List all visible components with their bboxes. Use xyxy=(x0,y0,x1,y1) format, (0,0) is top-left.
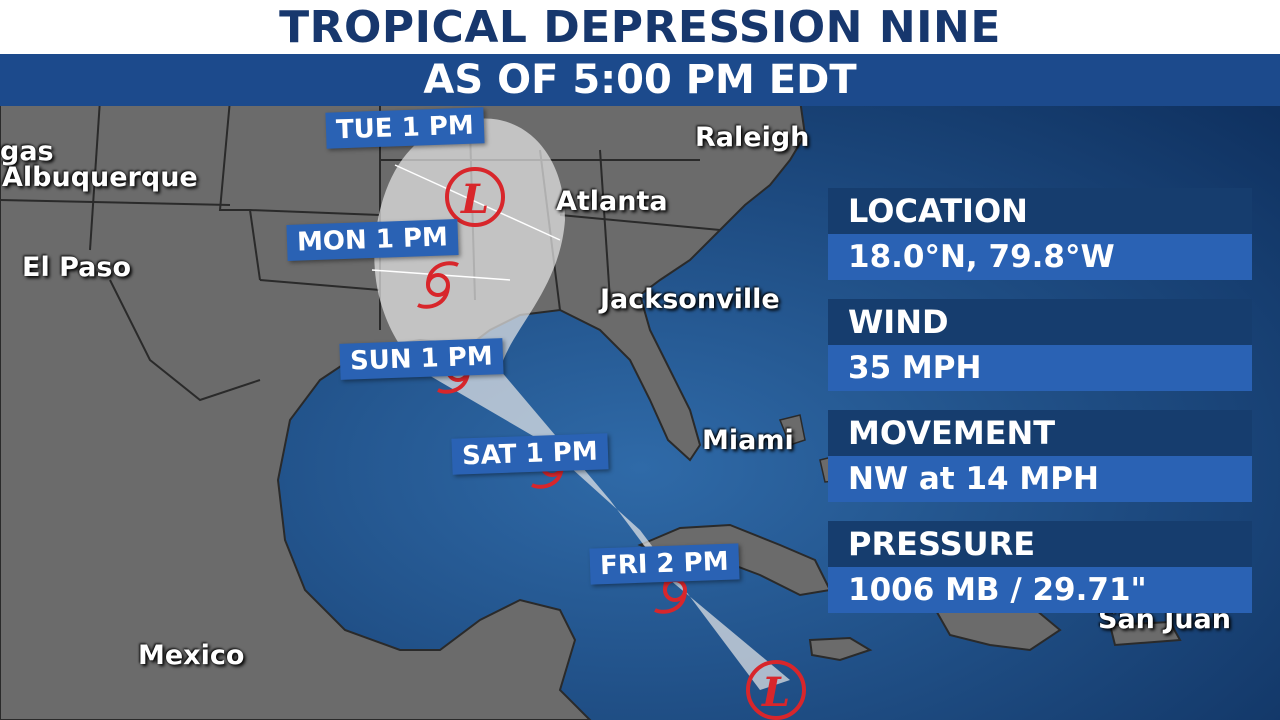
location-value: 18.0°N, 79.8°W xyxy=(828,234,1252,280)
land-jamaica xyxy=(808,636,873,662)
forecast-time-mon: MON 1 PM xyxy=(286,219,459,261)
svg-text:L: L xyxy=(761,669,790,716)
city-albuquerque: Albuquerque xyxy=(2,162,198,193)
movement-label: MOVEMENT xyxy=(828,410,1252,456)
city-vegas: gas xyxy=(0,136,54,167)
info-movement: MOVEMENT NW at 14 MPH xyxy=(828,410,1252,502)
pressure-value: 1006 MB / 29.71" xyxy=(828,567,1252,613)
wind-value: 35 MPH xyxy=(828,345,1252,391)
page-subtitle: AS OF 5:00 PM EDT xyxy=(423,57,857,103)
info-pressure: PRESSURE 1006 MB / 29.71" xyxy=(828,521,1252,613)
forecast-time-fri: FRI 2 PM xyxy=(589,543,740,585)
svg-text:L: L xyxy=(460,176,489,223)
title-bar: TROPICAL DEPRESSION NINE xyxy=(0,0,1280,54)
storm-symbol-mon xyxy=(417,261,459,309)
forecast-cone xyxy=(374,118,790,691)
city-raleigh: Raleigh xyxy=(695,122,810,153)
page-title: TROPICAL DEPRESSION NINE xyxy=(279,1,1001,53)
forecast-time-sat: SAT 1 PM xyxy=(451,433,609,475)
land-puerto-rico xyxy=(1108,620,1182,647)
forecast-low-symbol: L xyxy=(445,167,505,227)
pressure-label: PRESSURE xyxy=(828,521,1252,567)
city-mexico: Mexico xyxy=(138,640,245,671)
movement-value: NW at 14 MPH xyxy=(828,456,1252,502)
wind-label: WIND xyxy=(828,299,1252,345)
forecast-time-tue: TUE 1 PM xyxy=(325,107,485,149)
info-wind: WIND 35 MPH xyxy=(828,299,1252,391)
subtitle-bar: AS OF 5:00 PM EDT xyxy=(0,54,1280,106)
city-el-paso: El Paso xyxy=(22,252,132,283)
current-low-symbol: L xyxy=(746,660,806,720)
info-location: LOCATION 18.0°N, 79.8°W xyxy=(828,188,1252,280)
city-jacksonville: Jacksonville xyxy=(600,284,780,315)
city-miami: Miami xyxy=(702,425,794,456)
location-label: LOCATION xyxy=(828,188,1252,234)
city-atlanta: Atlanta xyxy=(556,186,668,217)
forecast-time-sun: SUN 1 PM xyxy=(339,338,504,380)
